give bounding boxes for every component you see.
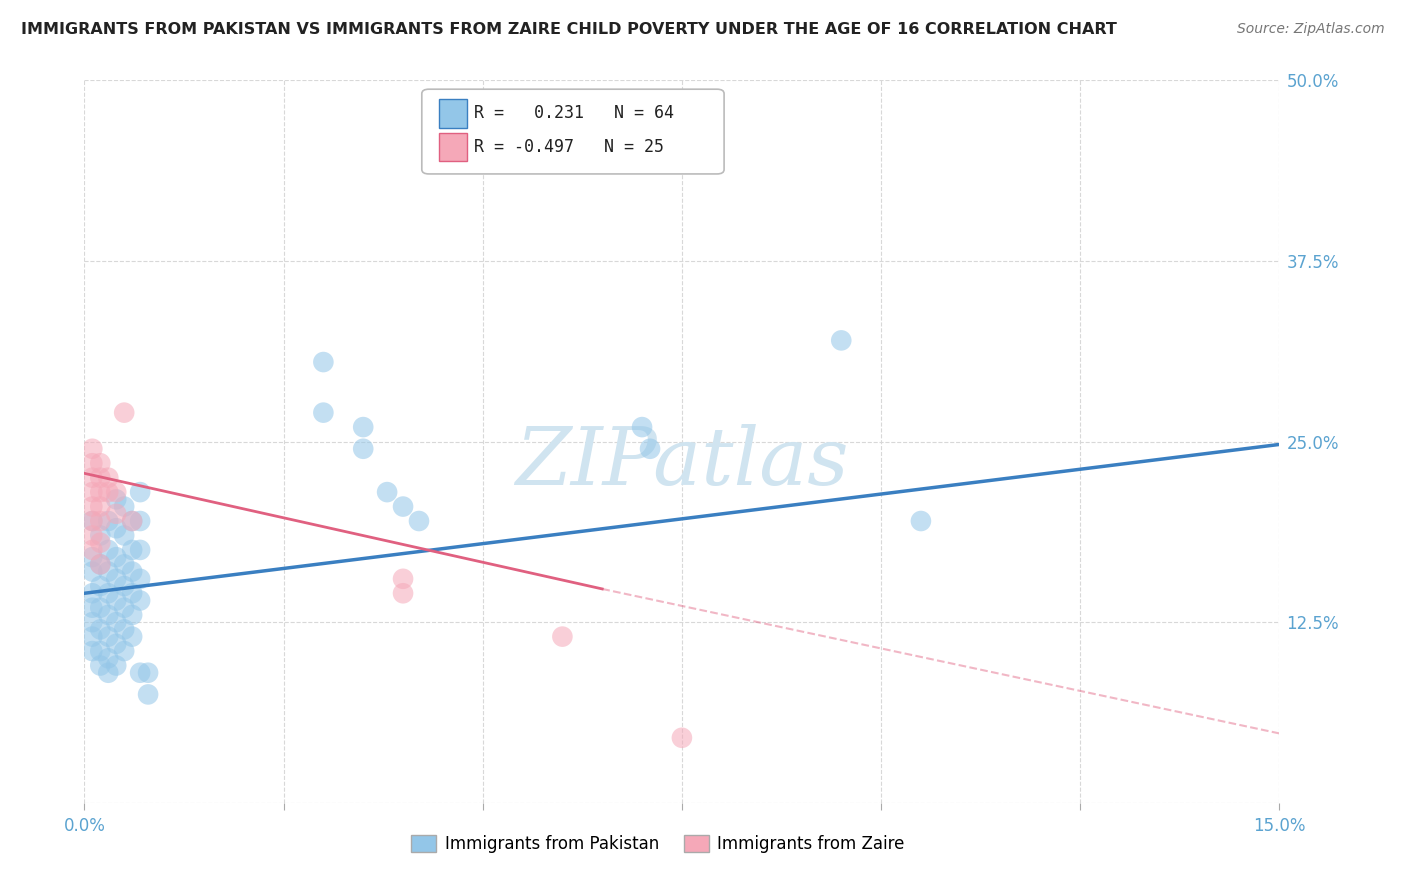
Point [105, 492, 128, 507]
Point [89, 528, 111, 542]
Point [105, 572, 128, 586]
Point [121, 542, 143, 557]
Point [97, 665, 120, 680]
Point [136, 665, 159, 680]
Text: R =   0.231   N = 64: R = 0.231 N = 64 [474, 104, 673, 122]
Text: Source: ZipAtlas.com: Source: ZipAtlas.com [1237, 22, 1385, 37]
Text: ZIPatlas: ZIPatlas [515, 425, 849, 502]
Point [129, 485, 152, 500]
Point [638, 442, 661, 456]
Point [112, 406, 135, 420]
Point [112, 500, 135, 514]
Point [97, 485, 120, 500]
Point [82, 514, 104, 528]
Point [121, 630, 143, 644]
Point [82, 630, 104, 644]
Point [89, 514, 111, 528]
Point [129, 665, 152, 680]
Point [129, 514, 152, 528]
Text: IMMIGRANTS FROM PAKISTAN VS IMMIGRANTS FROM ZAIRE CHILD POVERTY UNDER THE AGE OF: IMMIGRANTS FROM PAKISTAN VS IMMIGRANTS F… [21, 22, 1116, 37]
Point [82, 500, 104, 514]
Text: R = -0.497   N = 25: R = -0.497 N = 25 [474, 138, 664, 156]
Point [82, 456, 104, 470]
Point [89, 558, 111, 572]
Point [352, 420, 374, 434]
Point [456, 131, 478, 145]
Point [129, 542, 152, 557]
Point [105, 658, 128, 673]
Point [97, 542, 120, 557]
Point [82, 470, 104, 484]
Point [89, 579, 111, 593]
Point [105, 507, 128, 521]
Legend: Immigrants from Pakistan, Immigrants from Zaire: Immigrants from Pakistan, Immigrants fro… [405, 828, 911, 860]
Point [82, 528, 104, 542]
Point [105, 550, 128, 565]
Point [129, 593, 152, 607]
Point [82, 442, 104, 456]
Point [97, 565, 120, 579]
Point [89, 644, 111, 658]
Point [82, 615, 104, 630]
Point [551, 630, 574, 644]
Point [121, 514, 143, 528]
Point [112, 558, 135, 572]
Point [89, 600, 111, 615]
Point [312, 355, 335, 369]
Point [392, 586, 415, 600]
Point [82, 542, 104, 557]
Point [105, 521, 128, 535]
Point [89, 623, 111, 637]
Point [112, 644, 135, 658]
Point [129, 572, 152, 586]
Point [89, 456, 111, 470]
Point [89, 485, 111, 500]
Point [112, 623, 135, 637]
Point [910, 514, 932, 528]
Point [97, 470, 120, 484]
Point [97, 630, 120, 644]
Point [121, 586, 143, 600]
Point [82, 600, 104, 615]
Point [671, 731, 693, 745]
Point [112, 579, 135, 593]
Point [82, 644, 104, 658]
Point [82, 550, 104, 565]
Point [121, 565, 143, 579]
Point [112, 600, 135, 615]
Point [392, 500, 415, 514]
Point [82, 485, 104, 500]
Point [82, 514, 104, 528]
Point [136, 687, 159, 701]
Point [352, 442, 374, 456]
Point [105, 485, 128, 500]
Point [830, 334, 852, 348]
Point [408, 514, 430, 528]
Point [112, 528, 135, 542]
Point [105, 637, 128, 651]
Point [82, 586, 104, 600]
Point [89, 658, 111, 673]
Point [97, 607, 120, 622]
Point [89, 500, 111, 514]
Point [89, 470, 111, 484]
Point [631, 420, 654, 434]
Point [97, 586, 120, 600]
Point [312, 406, 335, 420]
Point [89, 558, 111, 572]
Point [97, 651, 120, 665]
Point [105, 615, 128, 630]
Point [375, 485, 398, 500]
Point [97, 514, 120, 528]
Point [105, 593, 128, 607]
Point [121, 514, 143, 528]
Point [82, 565, 104, 579]
Point [121, 607, 143, 622]
Point [392, 572, 415, 586]
Point [89, 535, 111, 549]
